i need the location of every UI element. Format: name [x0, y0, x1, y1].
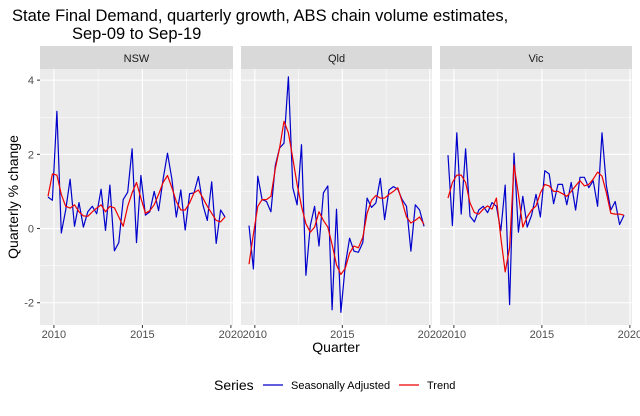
chart-title-line2: Sep-09 to Sep-19	[72, 25, 201, 43]
y-tick-label: 0	[28, 224, 34, 236]
legend-label-trend: Trend	[427, 380, 455, 392]
facet-qld: Qld 2010 2015 2020	[241, 46, 442, 341]
y-tick-label: -2	[24, 298, 34, 310]
legend-label-seasonally-adjusted: Seasonally Adjusted	[291, 380, 390, 392]
legend-title: Series	[214, 377, 254, 393]
x-tick-label: 2020	[618, 329, 640, 341]
series-line-trend	[447, 164, 625, 273]
panel-background	[40, 69, 233, 325]
x-tick-label: 2015	[130, 329, 154, 341]
x-axis-label: Quarter	[312, 339, 360, 355]
series-line-trend	[248, 120, 425, 276]
facet-strip	[241, 46, 432, 69]
y-tick-label: 4	[28, 75, 34, 87]
y-axis: -2 0 2 4	[24, 75, 40, 310]
facet-strip	[40, 46, 233, 69]
series-line-trend	[47, 173, 226, 227]
legend: Series Seasonally Adjusted Trend	[214, 377, 455, 393]
facet-strip	[440, 46, 632, 69]
y-tick-label: 2	[28, 149, 34, 161]
facet-nsw: NSW 2010 2015 2020	[40, 46, 243, 341]
facet-strip-label: Qld	[328, 53, 345, 65]
x-tick-label: 2020	[418, 329, 442, 341]
facet-vic: Vic 2010 2015 2020	[440, 46, 640, 341]
facet-strip-label: NSW	[124, 53, 150, 65]
x-tick-label: 2015	[530, 329, 554, 341]
chart-title-line1: State Final Demand, quarterly growth, AB…	[12, 7, 508, 25]
facet-strip-label: Vic	[528, 53, 544, 65]
facet-panels: NSW 2010 2015 2020 Qld 2010 2015 2020 Vic 2010 201…	[40, 46, 640, 341]
x-tick-label: 2010	[42, 329, 66, 341]
y-axis-label: Quarterly % change	[5, 135, 21, 259]
x-tick-label: 2020	[219, 329, 243, 341]
x-tick-label: 2010	[243, 329, 267, 341]
x-tick-label: 2010	[442, 329, 466, 341]
x-tick-label: 2015	[330, 329, 354, 341]
